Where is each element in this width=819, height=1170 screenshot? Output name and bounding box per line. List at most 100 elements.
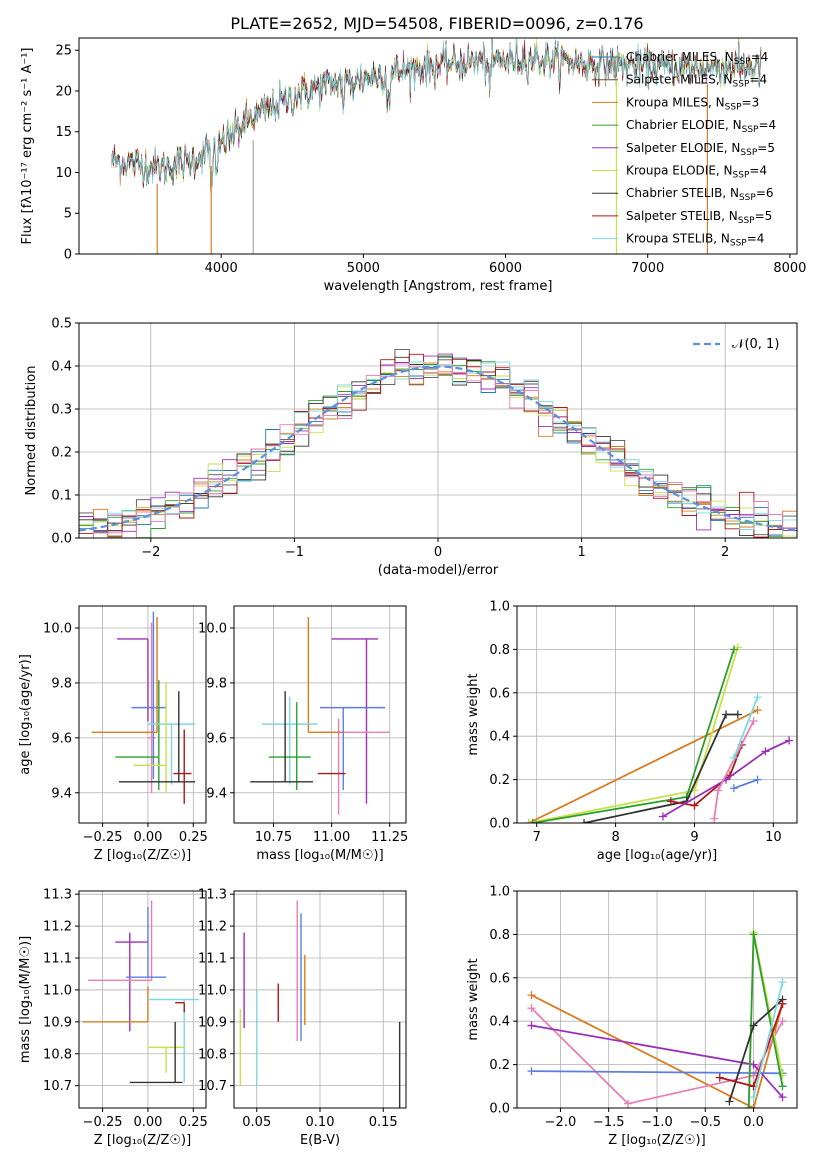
marker-plus (714, 786, 723, 795)
y-axis-label: mass [log₁₀(M/M☉)] (18, 936, 33, 1063)
residual-legend: 𝒩(0, 1) (693, 337, 779, 352)
y-tick-label: 15 (55, 125, 72, 140)
spectrum-frame (78, 37, 798, 255)
y-tick-label: 0.4 (489, 1015, 510, 1030)
marker-plus (690, 801, 699, 810)
y-tick-label: 9.6 (206, 731, 227, 746)
x-tick-label: −0.5 (689, 1115, 721, 1130)
x-tick-label: −2 (141, 545, 160, 560)
y-tick-label: 1.0 (489, 600, 510, 615)
legend-label: Kroupa STELIB, NSSP=4 (626, 232, 764, 249)
y-axis-label: age [log₁₀(age/yr)] (18, 654, 33, 775)
y-tick-label: 0.1 (51, 489, 72, 504)
mass-weight-line (531, 1070, 783, 1075)
marker-plus (527, 991, 536, 1000)
marker-plus (785, 736, 794, 745)
marker-plus (753, 693, 762, 702)
y-tick-label: 11.2 (43, 920, 72, 935)
marker-plus (527, 1021, 536, 1030)
marker-plus (753, 706, 762, 715)
mass-weight-line (752, 981, 784, 1098)
y-axis-label: Normed distribution (24, 366, 39, 496)
y-tick-label: 9.8 (206, 676, 227, 691)
x-tick-label: 0.05 (242, 1115, 271, 1130)
x-tick-label: 5000 (347, 261, 380, 276)
marker-plus (749, 1060, 758, 1069)
y-tick-label: 10.9 (43, 1015, 72, 1030)
x-tick-label: 6000 (489, 261, 522, 276)
legend-label: Salpeter MILES, NSSP=4 (626, 73, 767, 90)
marker-plus (666, 797, 675, 806)
age_vs_mass-points (250, 616, 390, 815)
x-tick-label: 0.15 (369, 1115, 398, 1130)
histograms (79, 348, 797, 538)
marker-plus (761, 747, 770, 756)
marker-plus (733, 710, 742, 719)
age_vs_Z-frame (78, 605, 207, 824)
y-tick-label: 1.0 (489, 885, 510, 900)
mass_vs_Z-frame (78, 890, 207, 1109)
y-tick-label: 11.0 (198, 983, 227, 998)
x-axis-label: wavelength [Angstrom, rest frame] (324, 279, 553, 294)
y-tick-label: 11.1 (43, 952, 72, 967)
mass_weight_vs_age-axes: 7 8 9 10 0.0 0.2 0.4 0.6 0.8 1.0 age [log₁₀(age/yr… (466, 600, 797, 863)
spectrum-legend: Chabrier MILES, NSSP=4 Salpeter MILES, NS… (592, 50, 776, 249)
y-tick-label: 10.9 (198, 1015, 227, 1030)
spectrum-lines (111, 38, 762, 254)
mass_vs_ebv-axes: 0.05 0.10 0.15 10.7 10.8 10.9 11.0 11.1 11.2 11.3… (198, 888, 406, 1148)
x-tick-label: 0.10 (306, 1115, 335, 1130)
x-axis-label: Z [log₁₀(Z/Z☉)] (608, 1133, 705, 1148)
y-tick-label: 0.8 (489, 643, 510, 658)
marker-plus (778, 999, 787, 1008)
x-tick-label: 0.00 (133, 1115, 162, 1130)
legend-label: Chabrier STELIB, NSSP=6 (626, 186, 774, 203)
x-tick-label: 0 (434, 545, 442, 560)
y-tick-label: 0.4 (489, 730, 510, 745)
marker-plus (528, 819, 537, 823)
marker-plus (715, 1073, 724, 1082)
x-tick-label: 0.00 (133, 830, 162, 845)
y-tick-label: 10.0 (43, 621, 72, 636)
mass_vs_Z-axes: −0.25 0.00 0.25 10.7 10.8 10.9 11.0 11.1 11.2 11.… (18, 888, 208, 1148)
marker-plus (778, 1093, 787, 1102)
y-tick-label: 0.2 (489, 1058, 510, 1073)
y-tick-label: 0 (64, 248, 72, 263)
marker-plus (749, 1021, 758, 1030)
spectrum-series-8 (111, 38, 762, 188)
x-axis-label: age [log₁₀(age/yr)] (597, 848, 718, 863)
x-axis-label: (data-model)/error (378, 563, 499, 578)
y-tick-label: 9.8 (51, 676, 72, 691)
marker-plus (749, 930, 758, 939)
x-tick-label: 11.25 (371, 830, 408, 845)
y-tick-label: 0.6 (489, 971, 510, 986)
y-tick-label: 0.8 (489, 928, 510, 943)
marker-plus (624, 1099, 633, 1108)
spectrum-axes: 4000 5000 6000 7000 8000 0 5 10 15 20 25 wavelength… (20, 44, 806, 294)
mass_weight_vs_Z-frame (516, 890, 798, 1109)
marker-plus (749, 717, 758, 726)
mass-weight-line (530, 1007, 784, 1105)
gaussian-curve (79, 365, 797, 532)
mass_weight_vs_age-series (524, 643, 794, 823)
mass-weight-line (662, 739, 790, 818)
mass-weight-line (670, 744, 743, 807)
y-tick-label: 10.8 (198, 1047, 227, 1062)
y-tick-label: 11.2 (198, 920, 227, 935)
mass_weight_vs_age-frame (516, 605, 798, 824)
y-tick-label: 0.3 (51, 403, 72, 418)
x-tick-label: 10 (765, 830, 782, 845)
y-tick-label: 0.4 (51, 360, 72, 375)
y-tick-label: 10.7 (198, 1079, 227, 1094)
marker-plus (527, 1004, 536, 1013)
marker-plus (729, 753, 738, 762)
y-tick-label: 5 (64, 207, 72, 222)
marker-plus (527, 1067, 536, 1076)
y-tick-label: 0.2 (489, 773, 510, 788)
y-tick-label: 0.5 (51, 317, 72, 332)
y-tick-label: 0.6 (489, 686, 510, 701)
x-tick-label: 1 (577, 545, 585, 560)
mass_vs_ebv-frame (233, 890, 407, 1109)
x-tick-label: 7000 (631, 261, 664, 276)
marker-plus (722, 710, 731, 719)
mass_weight_vs_Z-axes: −2.0 −1.5 −1.0 −0.5 0.0 0.0 0.2 0.4 0.6 0.8 1.0 Z [… (466, 885, 797, 1148)
